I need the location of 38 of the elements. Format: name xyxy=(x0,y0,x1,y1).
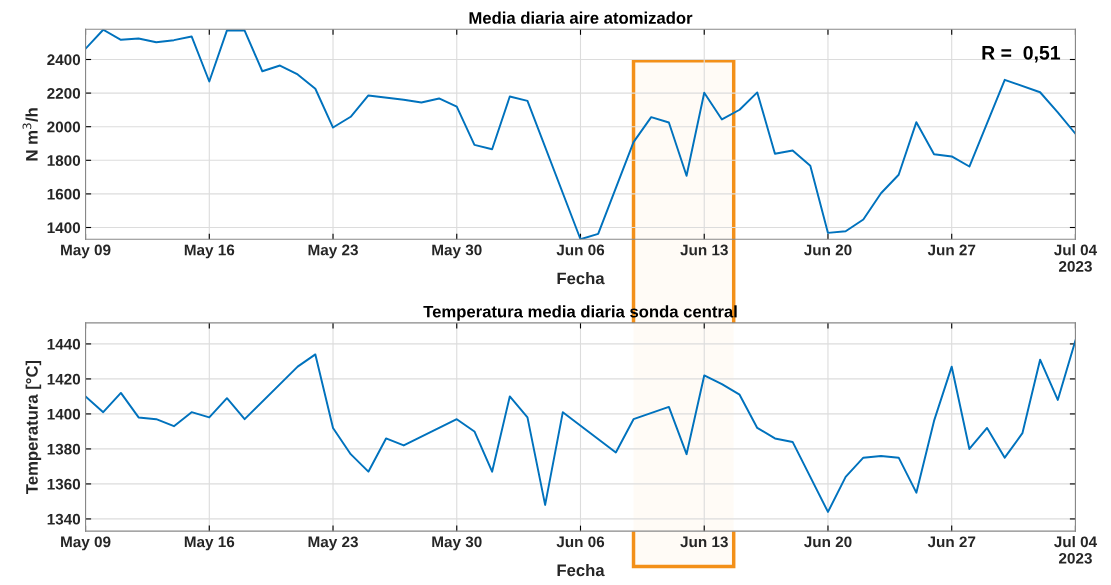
x-axis-title: Fecha xyxy=(557,272,605,285)
x-tick-label: May 09 xyxy=(61,244,111,259)
chart-title: Media diaria aire atomizador xyxy=(469,11,693,24)
line-series xyxy=(85,339,1076,513)
y-tick-label: 1340 xyxy=(47,513,81,525)
annotation: R = 0,51 xyxy=(982,45,1061,63)
x-tick-label: May 16 xyxy=(184,536,235,551)
y-tick-label: 1420 xyxy=(47,373,81,385)
x-tick-label: Jun 13 xyxy=(680,244,728,256)
x-tick-label: Jun 27 xyxy=(927,536,976,548)
y-tick-label: 2400 xyxy=(47,54,81,66)
y-axis-title: N m$^{3}$/h xyxy=(22,108,38,161)
y-tick-label: 1440 xyxy=(47,338,81,350)
y-tick-label: 1400 xyxy=(47,222,81,234)
x-tick-label: Jun 06 xyxy=(556,244,605,256)
y-tick-label: 1600 xyxy=(47,188,81,200)
y-tick-label: 1800 xyxy=(47,155,81,166)
x-tick-label: Jul 04 2023 xyxy=(1054,536,1098,564)
line-series xyxy=(85,29,1076,240)
y-tick-label: 1400 xyxy=(47,408,81,420)
y-tick-label: 1380 xyxy=(47,443,81,455)
x-tick-label: May 30 xyxy=(432,244,482,259)
y-tick-label: 2000 xyxy=(47,121,81,133)
y-tick-label: 1360 xyxy=(47,478,81,490)
x-axis-title: Fecha xyxy=(557,563,605,577)
x-tick-label: Jul 04 2023 xyxy=(1054,244,1098,272)
x-tick-label: May 23 xyxy=(308,536,358,551)
x-tick-label: May 16 xyxy=(184,244,235,259)
y-tick-label: 2200 xyxy=(47,87,81,99)
x-tick-label: Jun 13 xyxy=(680,536,728,548)
x-tick-label: Jun 27 xyxy=(927,244,976,256)
x-tick-label: May 09 xyxy=(61,536,111,551)
y-axis-title: Temperatura [°C] xyxy=(25,360,42,494)
x-tick-label: Jun 06 xyxy=(556,536,605,548)
x-tick-label: May 30 xyxy=(432,536,482,551)
x-tick-label: May 23 xyxy=(308,244,358,259)
x-tick-label: Jun 20 xyxy=(804,536,852,548)
x-tick-label: Jun 20 xyxy=(804,244,852,256)
